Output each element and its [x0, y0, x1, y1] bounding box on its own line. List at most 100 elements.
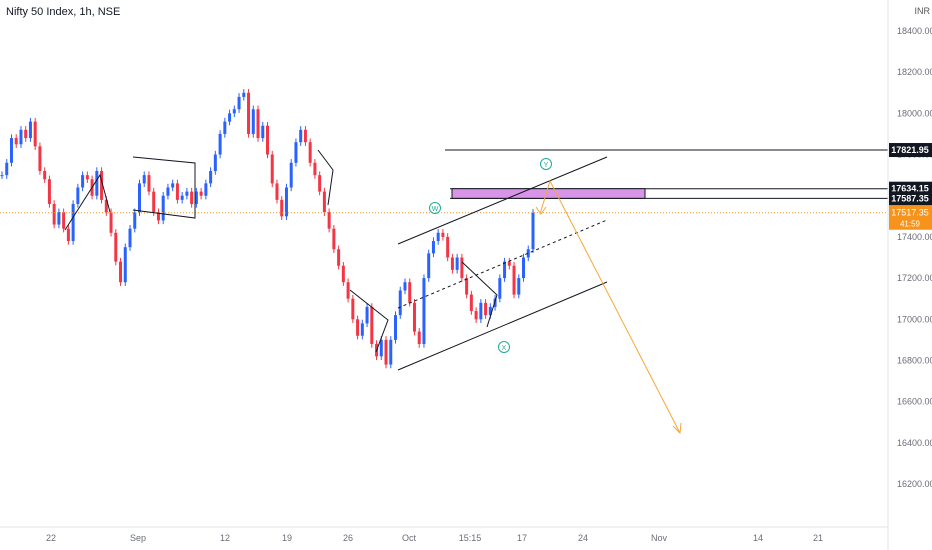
projection-path: [539, 179, 681, 434]
candle-body: [47, 179, 51, 204]
candle-body: [512, 265, 516, 295]
candle-body: [365, 306, 369, 324]
candle-body: [469, 294, 473, 312]
candle-body: [308, 142, 312, 163]
price-level-label: 17587.35: [891, 193, 929, 203]
pattern-flag-2: [317, 149, 334, 206]
wave-label: Y: [544, 162, 549, 169]
wave-label-circle: [498, 341, 510, 353]
x-tick-label: Sep: [130, 533, 146, 543]
candle-body: [123, 247, 127, 283]
candle-body: [109, 212, 113, 233]
projection-arrow-head: [672, 422, 682, 435]
target-zone: [451, 188, 646, 199]
candle-body: [441, 232, 445, 237]
candle-body: [275, 183, 279, 200]
y-tick-label: 16800.00: [897, 355, 932, 365]
time-axis: 22 Sep 12 19 26 Oct 15:15 17 24 Nov 14 21: [0, 526, 888, 543]
candle-body: [114, 232, 118, 262]
drawings: W X Y: [0, 149, 888, 435]
candle-body: [507, 261, 511, 266]
candle-body: [318, 175, 322, 192]
candle-body: [104, 199, 108, 213]
candle-body: [100, 171, 104, 200]
y-tick-label: 18000.00: [897, 108, 932, 118]
candle-body: [313, 162, 317, 176]
y-tick-label: 16400.00: [897, 438, 932, 448]
pattern-flag-3: [349, 289, 389, 353]
candle-body: [119, 261, 123, 283]
candle-body: [213, 154, 217, 172]
candle-body: [322, 191, 326, 213]
x-tick-label: 14: [753, 533, 763, 543]
candle-body: [351, 298, 355, 320]
candle-body: [38, 146, 42, 172]
candle-body: [299, 129, 303, 143]
candle-body: [71, 203, 75, 242]
countdown-label: 41:59: [900, 220, 921, 229]
candle-body: [427, 253, 431, 279]
candle-body: [43, 171, 47, 180]
candles: [0, 89, 535, 369]
candle-body: [337, 249, 341, 266]
x-tick-label: 12: [220, 533, 230, 543]
candle-body: [436, 232, 440, 242]
candle-body: [455, 257, 459, 270]
channel-mid-line: [397, 219, 608, 309]
x-tick-label: Oct: [402, 533, 417, 543]
candle-body: [137, 183, 141, 213]
x-tick-label: 21: [813, 533, 823, 543]
candle-body: [156, 212, 160, 221]
candle-body: [128, 228, 132, 248]
candle-body: [194, 191, 198, 204]
candle-body: [422, 278, 426, 344]
candle-body: [14, 138, 18, 145]
price-level-label: 17821.95: [891, 145, 929, 155]
candle-body: [498, 278, 502, 299]
candle-body: [66, 228, 70, 242]
x-tick-label: 15:15: [459, 533, 482, 543]
candle-body: [57, 212, 61, 225]
candle-body: [488, 306, 492, 316]
y-tick-label: 16600.00: [897, 397, 932, 407]
candle-body: [24, 129, 28, 139]
y-tick-label: 16200.00: [897, 479, 932, 489]
candle-body: [460, 257, 464, 279]
candle-body: [370, 306, 374, 344]
candle-body: [9, 138, 13, 163]
candle-body: [152, 191, 156, 213]
price-level-label: 17634.15: [891, 184, 929, 194]
candle-body: [294, 142, 298, 163]
symbol-title: Nifty 50 Index, 1h, NSE: [6, 6, 121, 18]
candle-body: [247, 92, 251, 134]
candle-body: [0, 175, 4, 177]
candle-body: [147, 175, 151, 192]
y-tick-label: 17400.00: [897, 232, 932, 242]
candle-body: [175, 183, 179, 200]
candle-body: [251, 109, 255, 134]
candle-body: [341, 265, 345, 283]
x-tick-label: 19: [282, 533, 292, 543]
candle-body: [76, 187, 80, 204]
candle-body: [446, 236, 450, 258]
candle-body: [5, 162, 9, 176]
y-tick-label: 18400.00: [897, 26, 932, 36]
candle-body: [95, 171, 99, 196]
candle-body: [403, 282, 407, 291]
candle-body: [417, 331, 421, 344]
candle-body: [398, 290, 402, 316]
candle-body: [474, 311, 478, 320]
candle-body: [360, 323, 364, 336]
x-tick-label: 17: [517, 533, 527, 543]
x-tick-label: Nov: [651, 533, 668, 543]
x-tick-label: 26: [343, 533, 353, 543]
candle-body: [303, 129, 307, 143]
candle-body: [327, 212, 331, 229]
candle-body: [394, 315, 398, 340]
candle-body: [171, 183, 175, 188]
candle-body: [484, 302, 488, 316]
candle-body: [356, 319, 360, 336]
pattern-flag-1: [132, 156, 196, 219]
